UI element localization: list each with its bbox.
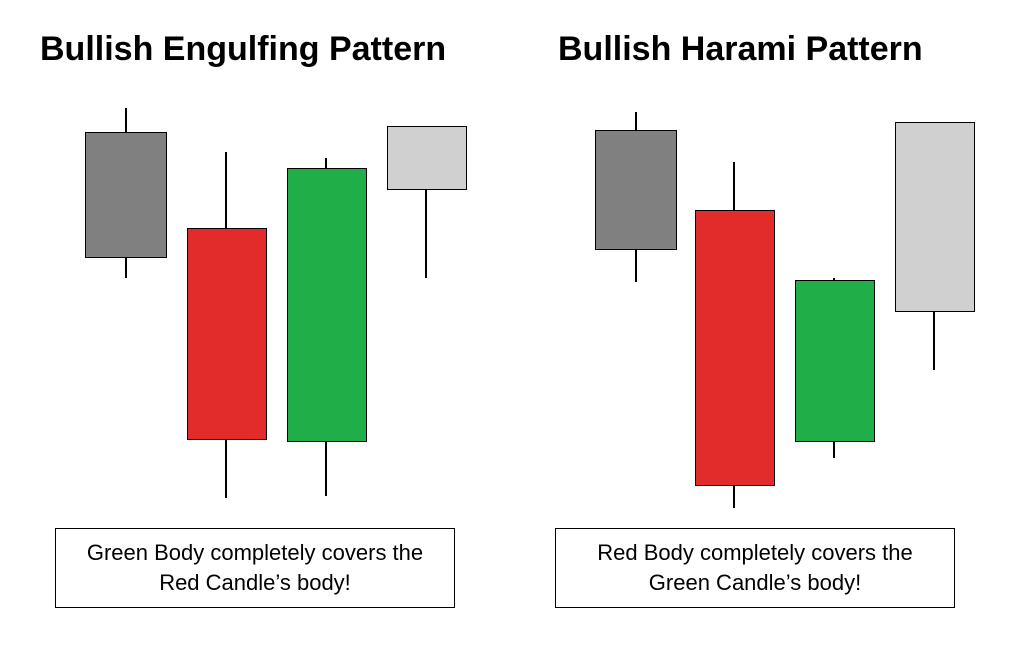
candle-gray-body (595, 130, 677, 250)
harami-title: Bullish Harami Pattern (558, 30, 923, 69)
candle-light-gray-body (895, 122, 975, 312)
candle-green-body (287, 168, 367, 442)
candle-gray-body (85, 132, 167, 258)
engulfing-caption: Green Body completely covers the Red Can… (55, 528, 455, 608)
figure-canvas: Bullish Engulfing Pattern Green Body com… (0, 0, 1024, 662)
candle-red-body (187, 228, 267, 440)
engulfing-chart (55, 90, 475, 500)
harami-caption: Red Body completely covers the Green Can… (555, 528, 955, 608)
engulfing-title: Bullish Engulfing Pattern (40, 30, 446, 69)
candle-light-gray-body (387, 126, 467, 190)
candle-red-body (695, 210, 775, 486)
candle-green-body (795, 280, 875, 442)
harami-chart (555, 90, 975, 500)
